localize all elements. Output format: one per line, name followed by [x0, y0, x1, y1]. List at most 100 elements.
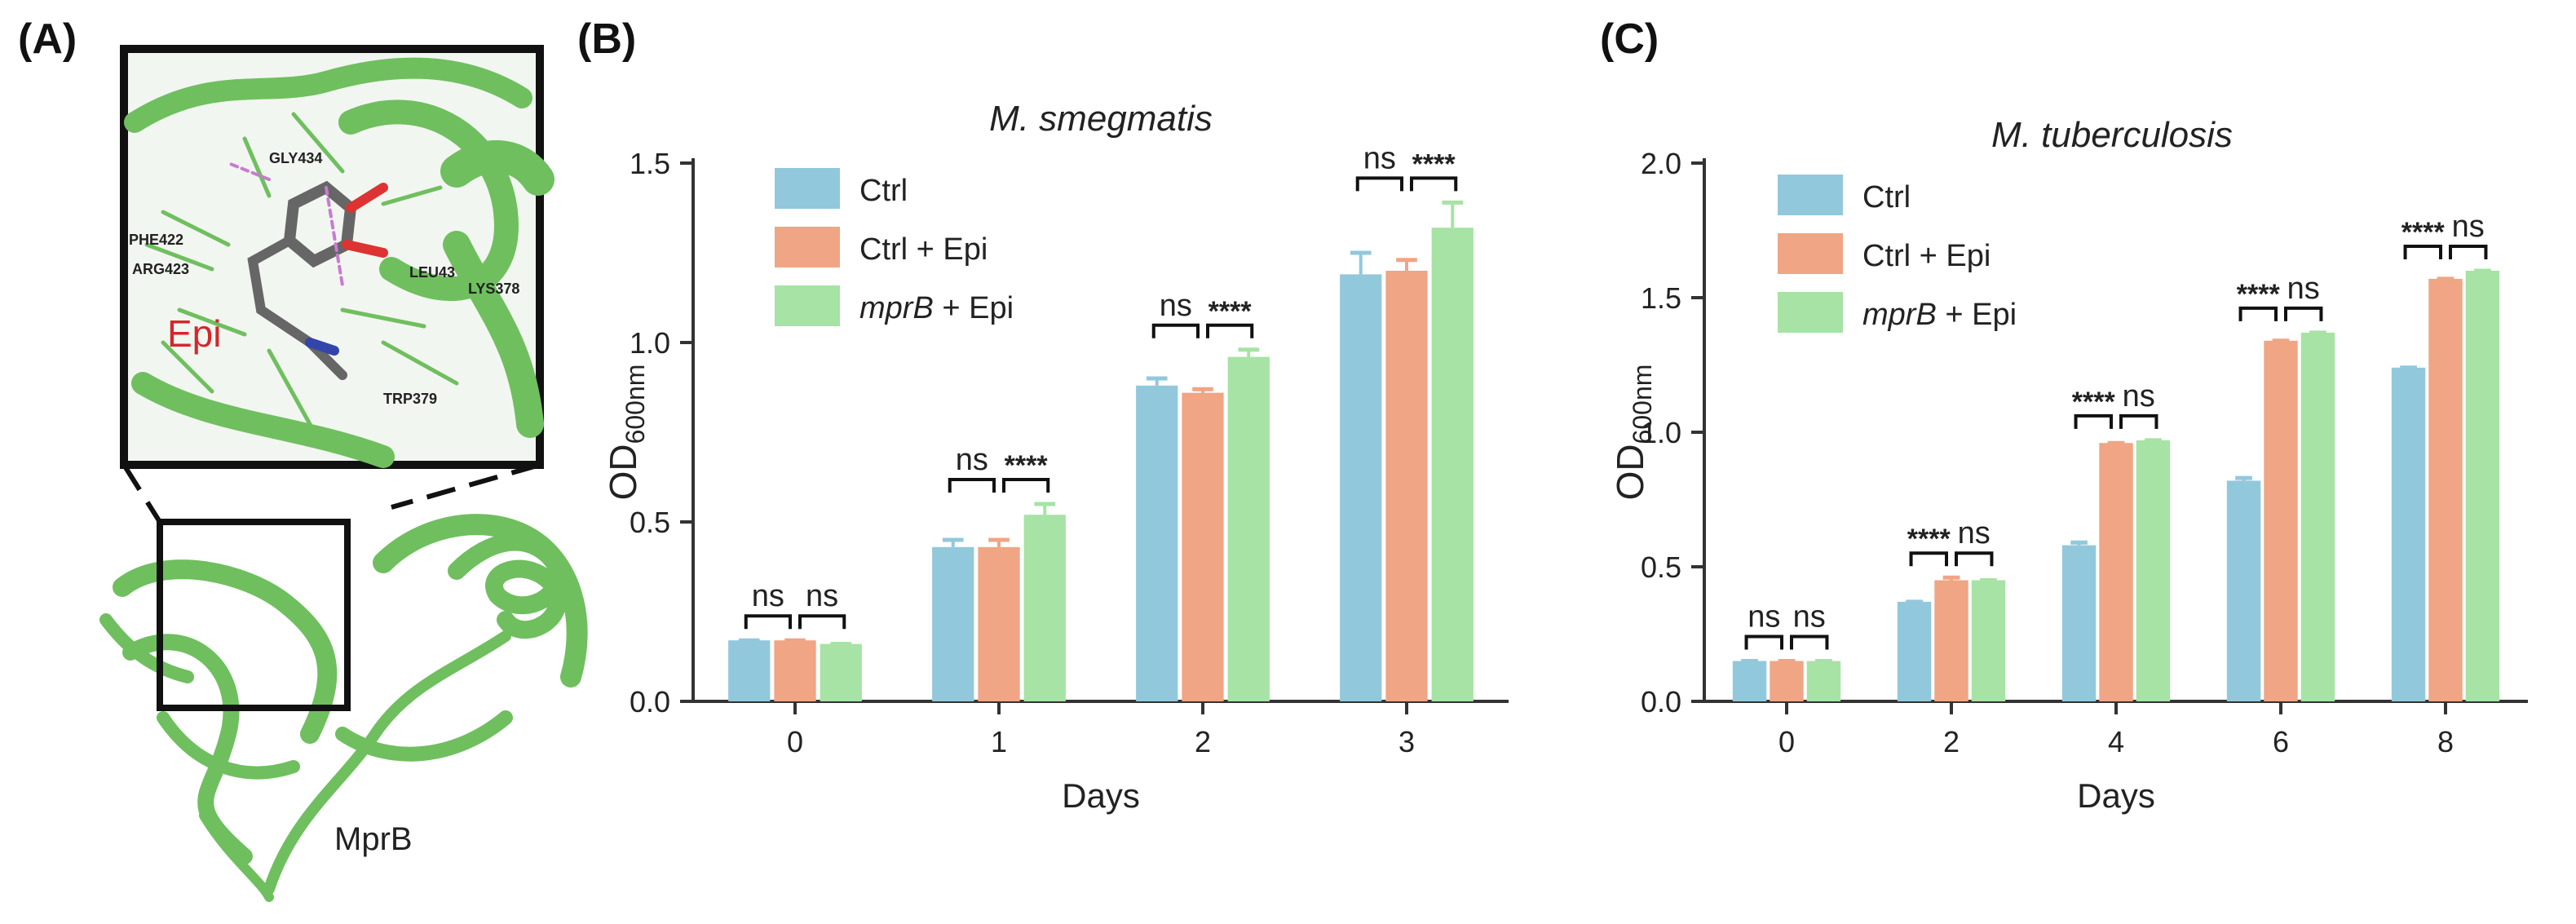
- chart-m-tuberculosis: M. tuberculosis 0.0 0.5 1.0 1.5 2.0 0 2 4 6 8 Days O…: [1609, 115, 2528, 815]
- legend-label-suffix: + Epi: [1937, 298, 2017, 332]
- significance-label: ****: [2237, 279, 2281, 310]
- legend-label: Ctrl + Epi: [1862, 239, 1991, 273]
- y-tick-label: 0.0: [630, 685, 670, 718]
- bar: [1136, 385, 1178, 701]
- bar: [728, 640, 771, 701]
- residue-label: TRP379: [383, 391, 437, 407]
- inset-ligand: [227, 161, 388, 380]
- y-axis-label-main: OD: [602, 444, 644, 500]
- significance-bracket: [1206, 323, 1254, 338]
- x-tick-label: 0: [1778, 725, 1795, 758]
- inset-residue-labels: GLY434 PHE422 ARG423 LEU43 LYS378 TRP379: [129, 150, 519, 407]
- bar: [2300, 332, 2335, 701]
- bar: [1971, 580, 2006, 701]
- zoom-connector-right: [391, 462, 541, 510]
- significance-bracket: [2119, 413, 2158, 429]
- x-tick-label: 8: [2437, 725, 2454, 758]
- bar: [2226, 480, 2261, 701]
- binding-site-box: [157, 519, 351, 711]
- bar: [1431, 228, 1474, 701]
- legend-label-suffix: + Epi: [934, 291, 1014, 325]
- y-tick-label: 0.5: [630, 506, 670, 539]
- bar: [1770, 661, 1804, 701]
- significance-label: ns: [752, 579, 784, 613]
- legend-swatch: [775, 285, 840, 326]
- legend-label: Ctrl: [1862, 180, 1911, 214]
- bar: [1806, 661, 1841, 701]
- y-tick-label: 1.5: [630, 147, 670, 180]
- legend-label-text: Ctrl + Epi: [1862, 239, 1991, 273]
- significance-label: ns: [2287, 272, 2320, 306]
- bar: [2061, 545, 2097, 701]
- significance-label: ns: [806, 579, 838, 613]
- legend-label-text: Ctrl: [1862, 180, 1911, 214]
- bar: [2391, 367, 2426, 701]
- significance-bracket: [1002, 478, 1050, 493]
- significance-bracket: [1410, 176, 1458, 192]
- legend-label-italic: mprB: [1862, 298, 1937, 332]
- bar: [2428, 278, 2463, 701]
- y-tick-label: 0.5: [1641, 550, 1681, 584]
- x-axis-label: Days: [2077, 776, 2155, 815]
- zoom-connector-left: [122, 463, 162, 524]
- bar: [1340, 274, 1382, 701]
- chart-m-smegmatis: M. smegmatis 0.0 0.5 1.0 1.5 0 1 2 3 Days OD600nm n…: [602, 99, 1509, 815]
- y-axis-label: OD600nm: [1609, 365, 1657, 501]
- legend-swatch: [1778, 233, 1843, 274]
- significance-label: ns: [956, 443, 988, 477]
- bar: [2136, 440, 2171, 701]
- panel-a-structure: GLY434 PHE422 ARG423 LEU43 LYS378 TRP379…: [99, 45, 588, 902]
- x-tick-label: 4: [2108, 725, 2124, 758]
- y-axis-label-main: OD: [1609, 444, 1651, 500]
- panel-b-label: (B): [577, 15, 637, 63]
- chart-title: M. smegmatis: [989, 99, 1213, 139]
- inset-protein-ribbons: [124, 57, 555, 468]
- x-tick-label: 2: [1943, 725, 1960, 758]
- protein-label: MprB: [334, 821, 413, 857]
- legend-swatch: [775, 227, 840, 267]
- significance-label: ns: [1160, 289, 1192, 323]
- x-tick-label: 0: [787, 725, 803, 758]
- x-tick-label: 2: [1195, 725, 1211, 758]
- panel-c-label: (C): [1600, 15, 1659, 63]
- bar: [2264, 340, 2298, 701]
- y-axis-label-subscript: 600nm: [621, 365, 650, 444]
- full-protein-ribbons: [99, 514, 588, 902]
- legend-label-italic: mprB: [859, 291, 934, 325]
- significance-bracket: [2449, 245, 2488, 259]
- bar: [2465, 271, 2500, 701]
- y-tick-label: 1.0: [630, 326, 670, 360]
- bar: [1897, 601, 1932, 701]
- significance-bracket: [1744, 634, 1783, 650]
- significance-label: ****: [2072, 387, 2116, 418]
- bar: [1023, 515, 1066, 701]
- y-axis-label-subscript: 600nm: [1628, 365, 1657, 444]
- significance-bracket: [2074, 413, 2113, 429]
- significance-label: ****: [2401, 217, 2446, 248]
- significance-bracket: [2403, 245, 2442, 259]
- residue-label: LEU43: [409, 264, 455, 281]
- legend-label: mprB + Epi: [859, 291, 1014, 325]
- bar: [1182, 392, 1224, 701]
- x-tick-label: 6: [2273, 725, 2289, 758]
- significance-label: ****: [1005, 450, 1049, 481]
- residue-label: GLY434: [269, 150, 322, 166]
- legend-label-text: Ctrl: [859, 174, 908, 208]
- significance-label: ****: [1412, 148, 1456, 179]
- significance-label: ns: [2452, 210, 2485, 244]
- significance-label: ns: [1748, 600, 1780, 634]
- y-tick-label: 2.0: [1641, 147, 1681, 180]
- residue-label: ARG423: [132, 261, 189, 277]
- y-tick-label: 1.5: [1641, 281, 1681, 315]
- x-tick-label: 3: [1398, 725, 1415, 758]
- legend-label: Ctrl + Epi: [859, 232, 988, 267]
- legend-label: mprB + Epi: [1862, 298, 2017, 332]
- significance-bracket: [744, 614, 792, 630]
- bar: [1227, 356, 1270, 701]
- residue-label: LYS378: [468, 281, 519, 297]
- significance-label: ns: [1793, 600, 1826, 634]
- significance-bracket: [1955, 551, 1994, 567]
- significance-bracket: [1909, 551, 1948, 567]
- bar: [932, 546, 974, 701]
